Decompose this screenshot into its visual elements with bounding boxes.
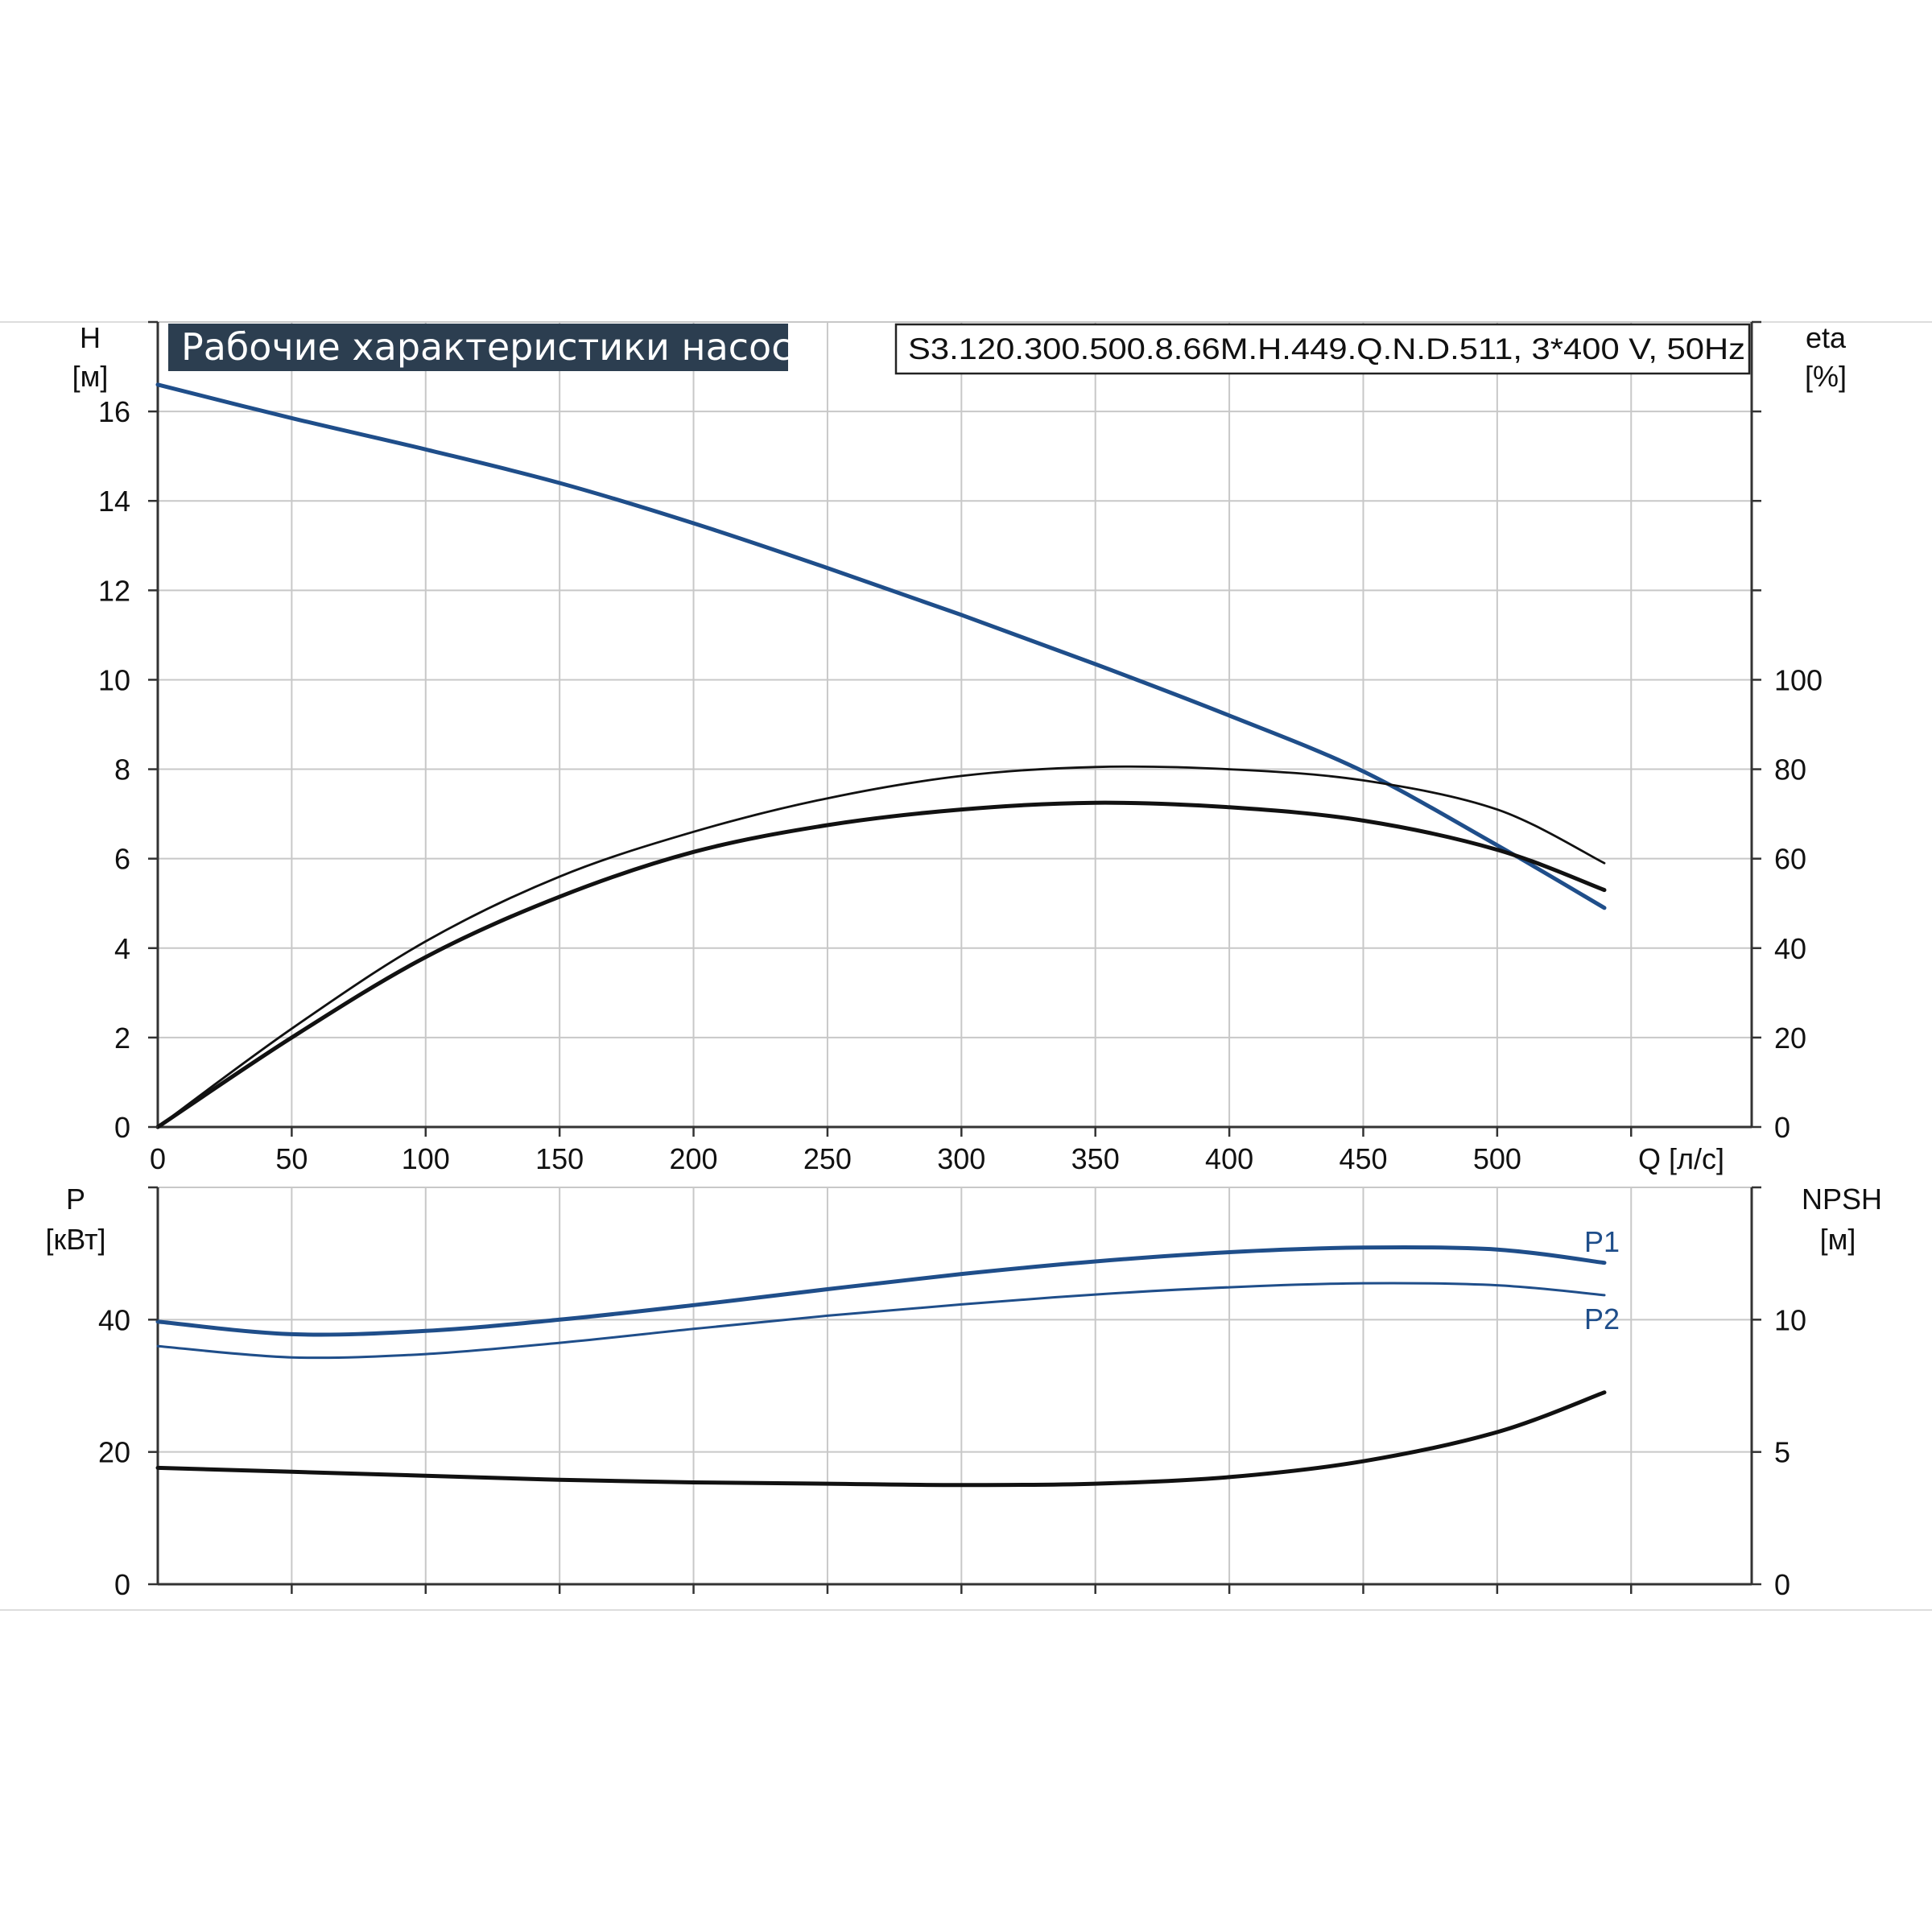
x-tick-label: 250 — [803, 1142, 852, 1175]
x-tick-label: 150 — [535, 1142, 584, 1175]
y-tick-label: 10 — [98, 663, 130, 696]
y2-tick-label: 40 — [1774, 932, 1806, 965]
y2-tick-label: 80 — [1774, 753, 1806, 786]
y-tick-label: 8 — [114, 753, 130, 786]
x-tick-label: 500 — [1473, 1142, 1521, 1175]
h-axis-label: H — [80, 321, 101, 354]
x-tick-label: 300 — [937, 1142, 985, 1175]
title-badge — [168, 324, 788, 371]
chart-title: Рабочие характеристики насоса — [181, 325, 815, 369]
y-tick-label: 2 — [114, 1022, 130, 1055]
x-tick-label: 200 — [670, 1142, 718, 1175]
y2-tick-label: 0 — [1774, 1111, 1790, 1144]
p-tick-label: 40 — [98, 1303, 130, 1336]
model-label: S3.120.300.500.8.66M.H.449.Q.N.D.511, 3*… — [908, 332, 1745, 365]
tick-labels: 0 50 100 150 200 250 300 350 400 450 5000246810121… — [98, 320, 1823, 1601]
x-tick-label: 400 — [1205, 1142, 1253, 1175]
model-box — [894, 323, 1751, 375]
x-tick-label: 50 — [275, 1142, 308, 1175]
eta-axis-unit: [%] — [1805, 360, 1847, 393]
npsh-axis-label: NPSH — [1802, 1183, 1882, 1216]
p2-curve — [156, 1282, 1606, 1360]
top-gridlines — [158, 321, 1752, 1127]
bottom-gridlines — [158, 1187, 1752, 1584]
series-label-p2: P2 — [1584, 1302, 1620, 1335]
p-tick-label: 0 — [114, 1568, 130, 1601]
npsh-tick-label: 10 — [1774, 1303, 1806, 1336]
y2-tick-label: 20 — [1774, 1022, 1806, 1055]
npsh-tick-label: 0 — [1774, 1568, 1790, 1601]
y2-tick-label: 100 — [1774, 663, 1823, 696]
eta-axis-label: eta — [1806, 321, 1847, 354]
p-tick-label: 20 — [98, 1436, 130, 1469]
p-axis-label: P — [66, 1183, 85, 1216]
y-tick-label: 16 — [98, 395, 130, 428]
bottom-plot-frame — [156, 1187, 1753, 1586]
efficiency-curve-pump — [156, 765, 1606, 1129]
h-axis-unit: [м] — [72, 360, 109, 393]
x-tick-label: 0 — [150, 1142, 166, 1175]
npsh-tick-label: 5 — [1774, 1436, 1790, 1469]
q-axis-label: Q [л/с] — [1638, 1142, 1724, 1175]
efficiency-curve-total — [155, 800, 1607, 1129]
npsh-axis-unit: [м] — [1820, 1223, 1856, 1256]
y-tick-label: 6 — [114, 843, 130, 876]
y-tick-label: 0 — [114, 1111, 130, 1144]
p1-curve — [155, 1245, 1607, 1337]
npsh-curve — [155, 1390, 1607, 1488]
top-curves — [155, 382, 1607, 1129]
p-axis-unit: [кВт] — [45, 1223, 105, 1256]
x-tick-label: 450 — [1339, 1142, 1387, 1175]
x-tick-label: 100 — [402, 1142, 450, 1175]
y2-tick-label: 60 — [1774, 843, 1806, 876]
y-tick-label: 14 — [98, 485, 130, 518]
bottom-curves — [155, 1245, 1607, 1488]
y-tick-label: 4 — [114, 932, 130, 965]
x-tick-label: 350 — [1071, 1142, 1120, 1175]
y-tick-label: 12 — [98, 574, 130, 607]
top-plot-frame — [156, 322, 1753, 1129]
series-label-p1: P1 — [1584, 1225, 1620, 1258]
head-curve — [155, 382, 1607, 910]
